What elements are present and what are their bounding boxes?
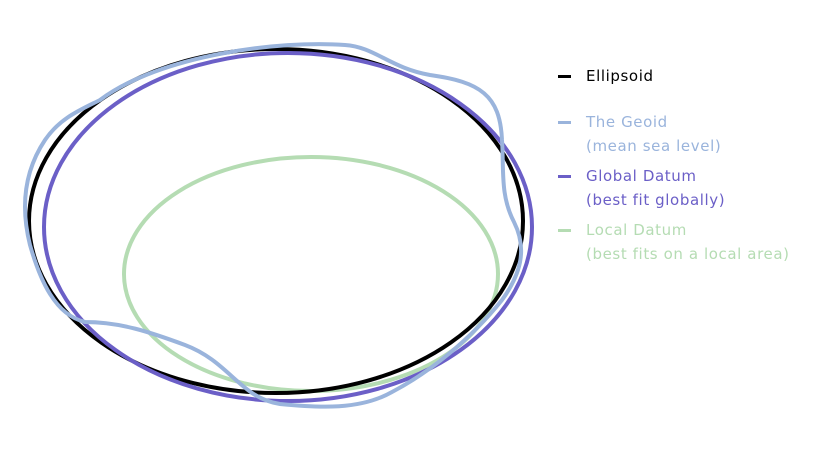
legend-item-geoid: The Geoid (mean sea level) [558, 110, 833, 164]
legend-sublabel-local-datum: (best fits on a local area) [586, 245, 790, 263]
legend-sublabel-global-datum: (best fit globally) [586, 191, 726, 209]
legend-sublabel-geoid: (mean sea level) [586, 137, 722, 155]
legend: Ellipsoid The Geoid (mean sea level) Glo… [558, 64, 833, 272]
legend-item-ellipsoid: Ellipsoid [558, 64, 833, 110]
legend-label-local-datum: Local Datum [586, 221, 687, 239]
legend-swatch-local-datum [558, 229, 571, 232]
legend-label-ellipsoid: Ellipsoid [586, 67, 654, 85]
ellipsoid-ellipse [27, 47, 525, 395]
legend-item-global-datum: Global Datum (best fit globally) [558, 164, 833, 218]
legend-label-geoid: The Geoid [586, 113, 668, 131]
legend-swatch-ellipsoid [558, 75, 571, 78]
legend-item-local-datum: Local Datum (best fits on a local area) [558, 218, 833, 272]
local-datum-ellipse [122, 155, 500, 393]
legend-swatch-global-datum [558, 175, 571, 178]
global-datum-ellipse [42, 51, 534, 403]
legend-label-global-datum: Global Datum [586, 167, 697, 185]
geoid-curve [23, 42, 524, 409]
legend-swatch-geoid [558, 121, 571, 124]
